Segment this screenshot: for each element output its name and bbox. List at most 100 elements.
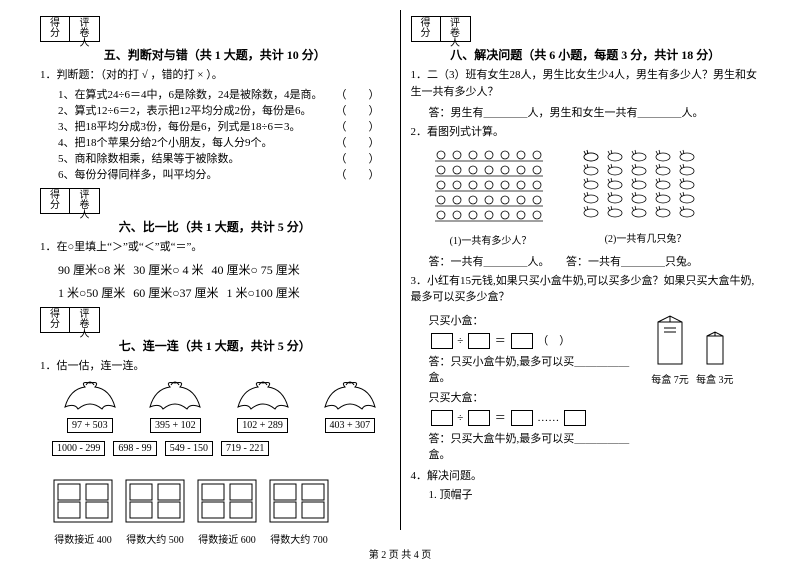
milk-small: 每盒 3元 [696, 328, 734, 386]
cabinet-item: 得数大约 500 [124, 476, 186, 546]
blank-box [431, 333, 453, 349]
only-big-text: 只买大盒： [429, 392, 484, 404]
div-symbol: ÷ [457, 412, 463, 424]
compare-item: 90 厘米○8 米 [58, 261, 125, 278]
page-container: 得分 评卷人 五、判断对与错（共 1 大题，共计 10 分） 1．判断题：（对的… [0, 0, 800, 540]
expr-box: 1000 - 299 [52, 441, 105, 456]
rabbits-grid-icon [581, 147, 711, 225]
bird-item: 698 - 99 [113, 439, 156, 456]
sec6-row1: 90 厘米○8 米 30 厘米○ 4 米 40 厘米○ 75 厘米 [40, 261, 390, 278]
expr-box: 549 - 150 [165, 441, 213, 456]
paren: （ ） [336, 150, 380, 166]
page-footer: 第 2 页 共 4 页 [0, 546, 800, 561]
cabinet-icon [196, 476, 258, 526]
q2-sub1: (1)一共有多少人？ [431, 232, 551, 247]
sec5-item: 4、把18个苹果分给2个小朋友，每人分9个。 [58, 134, 273, 150]
blank-box [511, 333, 533, 349]
eq-symbol: ＝ [495, 335, 506, 347]
blank-box [468, 410, 490, 426]
milk-big-price: 每盒 7元 [650, 371, 690, 386]
ans-big: 答：只买大盒牛奶,最多可以买＿＿＿＿＿盒。 [429, 430, 651, 462]
right-column: 得分 评卷人 八、解决问题（共 6 小题，每题 3 分，共计 18 分） 1．二… [401, 10, 771, 540]
cabinet-icon [124, 476, 186, 526]
sec5-item: 2、算式12÷6＝2，表示把12平均分成2份，每份是6。 [58, 102, 312, 118]
expr-box: 395 + 102 [150, 418, 201, 433]
cabinet-item: 得数接近 400 [52, 476, 114, 546]
paren: （ ） [336, 166, 380, 182]
sec7-lead: 1．估一估，连一连。 [40, 358, 390, 375]
sec5-item: 6、每份分得同样多，叫平均分。 [58, 166, 218, 182]
expr-box: 102 + 289 [237, 418, 288, 433]
bird-item: 97 + 503 [52, 379, 128, 433]
only-small-text: 只买小盒： [429, 315, 484, 327]
expr-box: 97 + 503 [67, 418, 113, 433]
expr-box: 719 - 221 [221, 441, 269, 456]
grader-label: 评卷人 [70, 188, 100, 214]
grader-label: 评卷人 [70, 307, 100, 333]
people-block: (1)一共有多少人？ [431, 147, 551, 247]
score-box-sec5: 得分 评卷人 [40, 16, 390, 42]
q2-images: (1)一共有多少人？ (2)一共有几只兔？ [411, 147, 761, 247]
sec5-items: 1、在算式24÷6＝4中，6是除数，24是被除数，4是商。 （ ） 2、算式12÷… [40, 86, 390, 182]
paren: （ ） [336, 118, 380, 134]
blank-box [431, 410, 453, 426]
sec5-item: 3、把18平均分成3份，每份是6，列式是18÷6＝3。 [58, 118, 301, 134]
rabbits-block: (2)一共有几只兔？ [581, 147, 711, 247]
compare-item: 1 米○100 厘米 [227, 284, 300, 301]
milk-big: 每盒 7元 [650, 312, 690, 386]
sec8-q1-ans: 答：男生有＿＿＿＿人，男生和女生一共有＿＿＿＿人。 [429, 104, 761, 120]
sec8-q2-lead: 2．看图列式计算。 [411, 124, 761, 141]
dove-icon [145, 379, 205, 413]
compare-item: 1 米○50 厘米 [58, 284, 125, 301]
milk-carton-small-icon [701, 328, 729, 368]
sec6-lead: 1．在○里填上“＞”或“＜”或“＝”。 [40, 239, 390, 256]
compare-item: 40 厘米○ 75 厘米 [212, 261, 300, 278]
big-expr: ÷ ＝ …… [429, 409, 651, 426]
bird-item: 549 - 150 [165, 439, 213, 456]
left-column: 得分 评卷人 五、判断对与错（共 1 大题，共计 10 分） 1．判断题：（对的… [30, 10, 400, 540]
div-symbol: ÷ [457, 335, 463, 347]
cabinet-icon [268, 476, 330, 526]
bird-item: 102 + 289 [223, 379, 302, 433]
sec6-row2: 1 米○50 厘米 60 厘米○37 厘米 1 米○100 厘米 [40, 284, 390, 301]
paren: （ ） [336, 102, 380, 118]
milk-small-price: 每盒 3元 [696, 371, 734, 386]
sec8-title: 八、解决问题（共 6 小题，每题 3 分，共计 18 分） [411, 46, 761, 63]
eq-symbol: ＝ [495, 412, 506, 424]
sec8-q1: 1．二（3）班有女生28人，男生比女生少4人，男生有多少人？男生和女生一共有多少… [411, 67, 761, 100]
sec5-item: 5、商和除数相乘，结果等于被除数。 [58, 150, 240, 166]
only-big-label: 只买大盒： [429, 389, 651, 405]
compare-item: 30 厘米○ 4 米 [133, 261, 203, 278]
sec8-q2-ans: 答：一共有＿＿＿＿人。 答：一共有＿＿＿＿只兔。 [429, 253, 761, 269]
milk-carton-big-icon [650, 312, 690, 368]
sec6-title: 六、比一比（共 1 大题，共计 5 分） [40, 218, 390, 235]
sec5-title: 五、判断对与错（共 1 大题，共计 10 分） [40, 46, 390, 63]
dove-icon [60, 379, 120, 413]
cabinet-caption: 得数大约 500 [124, 531, 186, 546]
bird-item: 403 + 307 [310, 379, 389, 433]
birds-row-bot: 1000 - 299 698 - 99 549 - 150 719 - 221 [40, 439, 390, 456]
people-grid-icon [431, 147, 551, 227]
cabinet-icon [52, 476, 114, 526]
sec8-q3: 3．小红有15元钱,如果只买小盒牛奶,可以买多少盒？如果只买大盒牛奶,最多可以买… [411, 273, 761, 306]
sec7-title: 七、连一连（共 1 大题，共计 5 分） [40, 337, 390, 354]
ans-small: 答：只买小盒牛奶,最多可以买＿＿＿＿＿盒。 [429, 353, 651, 385]
small-expr: ÷ ＝ （ ） [429, 332, 651, 349]
bird-item: 395 + 102 [136, 379, 215, 433]
bird-item: 719 - 221 [221, 439, 269, 456]
score-label: 得分 [40, 307, 70, 333]
score-box-sec7: 得分 评卷人 [40, 307, 390, 333]
compare-item: 60 厘米○37 厘米 [133, 284, 218, 301]
dove-icon [320, 379, 380, 413]
score-label: 得分 [40, 188, 70, 214]
sec5-item: 1、在算式24÷6＝4中，6是除数，24是被除数，4是商。 [58, 86, 323, 102]
cabinet-caption: 得数大约 700 [268, 531, 330, 546]
expr-box: 403 + 307 [325, 418, 376, 433]
cabinets-row: 得数接近 400 得数大约 500 得数接近 600 得数大约 700 [40, 476, 390, 546]
grader-label: 评卷人 [70, 16, 100, 42]
cabinet-caption: 得数接近 600 [196, 531, 258, 546]
dove-icon [233, 379, 293, 413]
cabinet-item: 得数接近 600 [196, 476, 258, 546]
grader-label: 评卷人 [441, 16, 471, 42]
sec5-lead: 1．判断题：（对的打 √ ，错的打 × ）。 [40, 67, 390, 84]
